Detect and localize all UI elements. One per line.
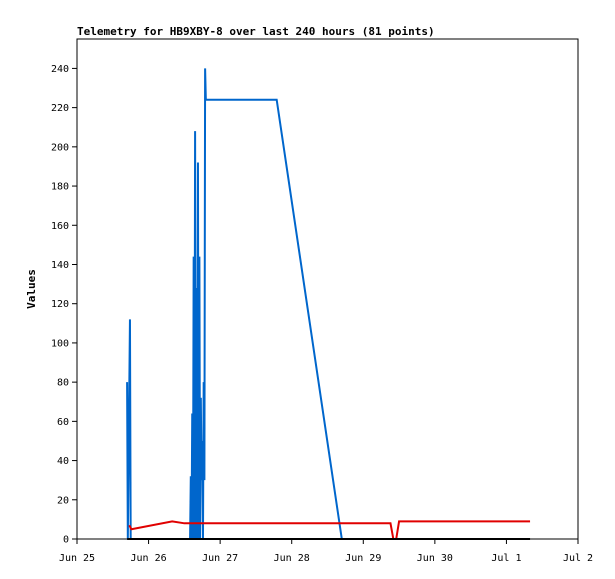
y-tick-label: 80 <box>57 378 69 389</box>
y-tick-label: 180 <box>51 182 69 193</box>
y-tick-label: 0 <box>63 535 69 546</box>
y-tick-label: 160 <box>51 221 69 232</box>
chart-title: Telemetry for HB9XBY-8 over last 240 hou… <box>77 25 435 38</box>
x-tick-label: Jul 1 <box>491 553 521 564</box>
x-tick-label: Jun 25 <box>59 553 95 564</box>
y-tick-label: 100 <box>51 338 69 349</box>
x-tick-label: Jun 30 <box>417 553 453 564</box>
series-line-1 <box>128 520 531 540</box>
x-tick-label: Jun 26 <box>131 553 167 564</box>
y-tick-label: 20 <box>57 495 69 506</box>
x-tick-label: Jun 27 <box>202 553 238 564</box>
x-tick-label: Jun 29 <box>345 553 381 564</box>
x-tick-label: Jul 2 <box>563 553 593 564</box>
y-tick-label: 240 <box>51 64 69 75</box>
y-axis-label: Values <box>25 269 38 309</box>
x-tick-label: Jun 28 <box>274 553 310 564</box>
y-tick-label: 140 <box>51 260 69 271</box>
plot-frame <box>76 38 579 540</box>
y-tick-label: 60 <box>57 417 69 428</box>
y-tick-label: 200 <box>51 142 69 153</box>
series-line-0 <box>126 68 343 540</box>
y-tick-label: 220 <box>51 103 69 114</box>
plot-area <box>126 68 531 540</box>
y-axis: 0 20 40 60 80 100 120 140 160 180 200 220 240 <box>51 64 77 546</box>
y-tick-label: 40 <box>57 456 69 467</box>
x-axis: Jun 25 Jun 26 Jun 27 Jun 28 Jun 29 Jun 30 Jul … <box>59 539 593 564</box>
y-tick-label: 120 <box>51 299 69 310</box>
